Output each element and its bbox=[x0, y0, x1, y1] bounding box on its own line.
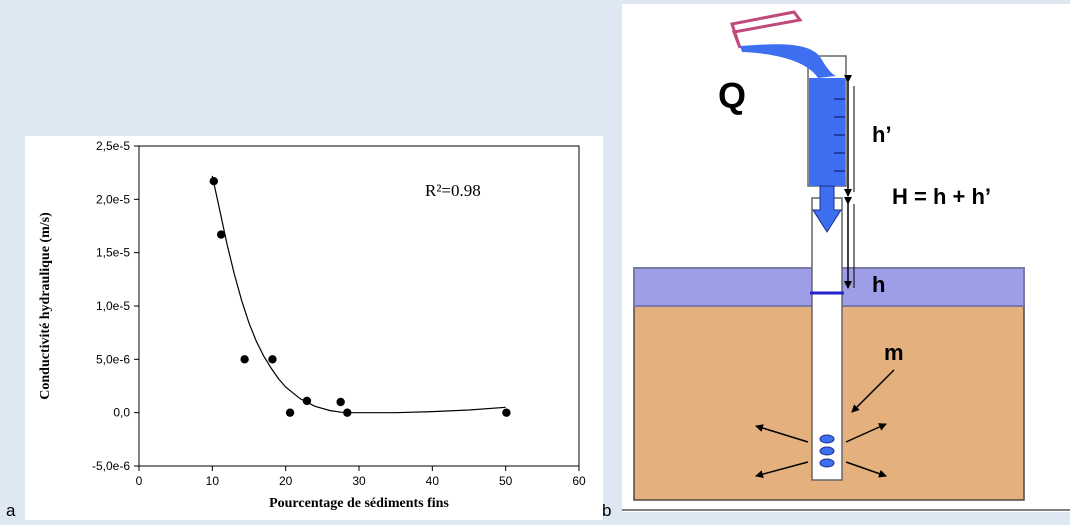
axes bbox=[138, 145, 580, 467]
outflow-arrows bbox=[755, 423, 887, 479]
h-label: h bbox=[872, 272, 885, 297]
cylinder-water bbox=[809, 78, 845, 186]
scatter-chart: 0 10 20 30 40 50 60 -5,0e-6 0,0 5,0e-6 1,0e-5 1,5e-… bbox=[38, 139, 586, 511]
tick-marks: 0 10 20 30 40 50 60 -5,0e-6 0,0 5,0e-6 1,0e-5 1,5e-… bbox=[92, 139, 586, 488]
data-point bbox=[302, 396, 312, 406]
panel-a-letter: a bbox=[6, 501, 16, 520]
x-tick-label: 0 bbox=[136, 474, 143, 488]
x-tick-label: 40 bbox=[426, 474, 440, 488]
y-tick-label: 2,0e-5 bbox=[96, 192, 130, 206]
y-tick-label: 0,0 bbox=[113, 406, 130, 420]
water-stream bbox=[740, 44, 836, 78]
data-point bbox=[343, 408, 352, 417]
pouring-container bbox=[730, 10, 803, 49]
h-prime-label: h’ bbox=[872, 122, 892, 147]
plot-frame bbox=[138, 145, 580, 467]
y-tick-label: 2,5e-5 bbox=[96, 139, 130, 153]
x-tick-label: 60 bbox=[572, 474, 586, 488]
cylinder-graduations bbox=[834, 98, 845, 172]
data-point bbox=[502, 408, 511, 417]
x-axis-label: Pourcentage de sédiments fins bbox=[269, 496, 449, 511]
x-tick-label: 30 bbox=[352, 474, 366, 488]
m-label: m bbox=[884, 340, 904, 365]
permeameter-diagram: Q h’ H = h + h’ h m bbox=[622, 10, 1070, 511]
data-point bbox=[336, 397, 345, 407]
y-axis-label: Conductivité hydraulique (m/s) bbox=[38, 212, 53, 400]
borehole bbox=[811, 197, 843, 481]
flow-rate-label: Q bbox=[718, 75, 746, 116]
cylinder-outlet-arrow bbox=[812, 185, 842, 233]
y-tick-label: 1,5e-5 bbox=[96, 246, 130, 260]
x-tick-label: 20 bbox=[279, 474, 293, 488]
data-point bbox=[240, 355, 249, 364]
chart-panel: 0 10 20 30 40 50 60 -5,0e-6 0,0 5,0e-6 1,0e-5 1,5e-… bbox=[25, 136, 603, 520]
m-pointer-arrow bbox=[851, 369, 895, 413]
x-tick-label: 10 bbox=[206, 474, 220, 488]
r-squared-annotation: R²=0.98 bbox=[425, 181, 481, 200]
data-points bbox=[209, 177, 511, 417]
fit-curve-layer bbox=[211, 175, 506, 414]
total-head-label: H = h + h’ bbox=[892, 184, 991, 209]
data-point bbox=[285, 408, 295, 417]
data-point bbox=[209, 177, 218, 186]
fit-curve bbox=[211, 175, 506, 414]
data-point bbox=[216, 230, 226, 239]
y-tick-label: 5,0e-6 bbox=[96, 352, 130, 366]
outflow-bubbles bbox=[819, 434, 835, 468]
diagram-panel: Q h’ H = h + h’ h m bbox=[622, 4, 1070, 512]
y-tick-label: -5,0e-6 bbox=[92, 459, 130, 473]
data-point bbox=[268, 355, 277, 364]
x-tick-label: 50 bbox=[499, 474, 513, 488]
panel-b-letter: b bbox=[602, 501, 612, 520]
y-tick-label: 1,0e-5 bbox=[96, 299, 130, 313]
